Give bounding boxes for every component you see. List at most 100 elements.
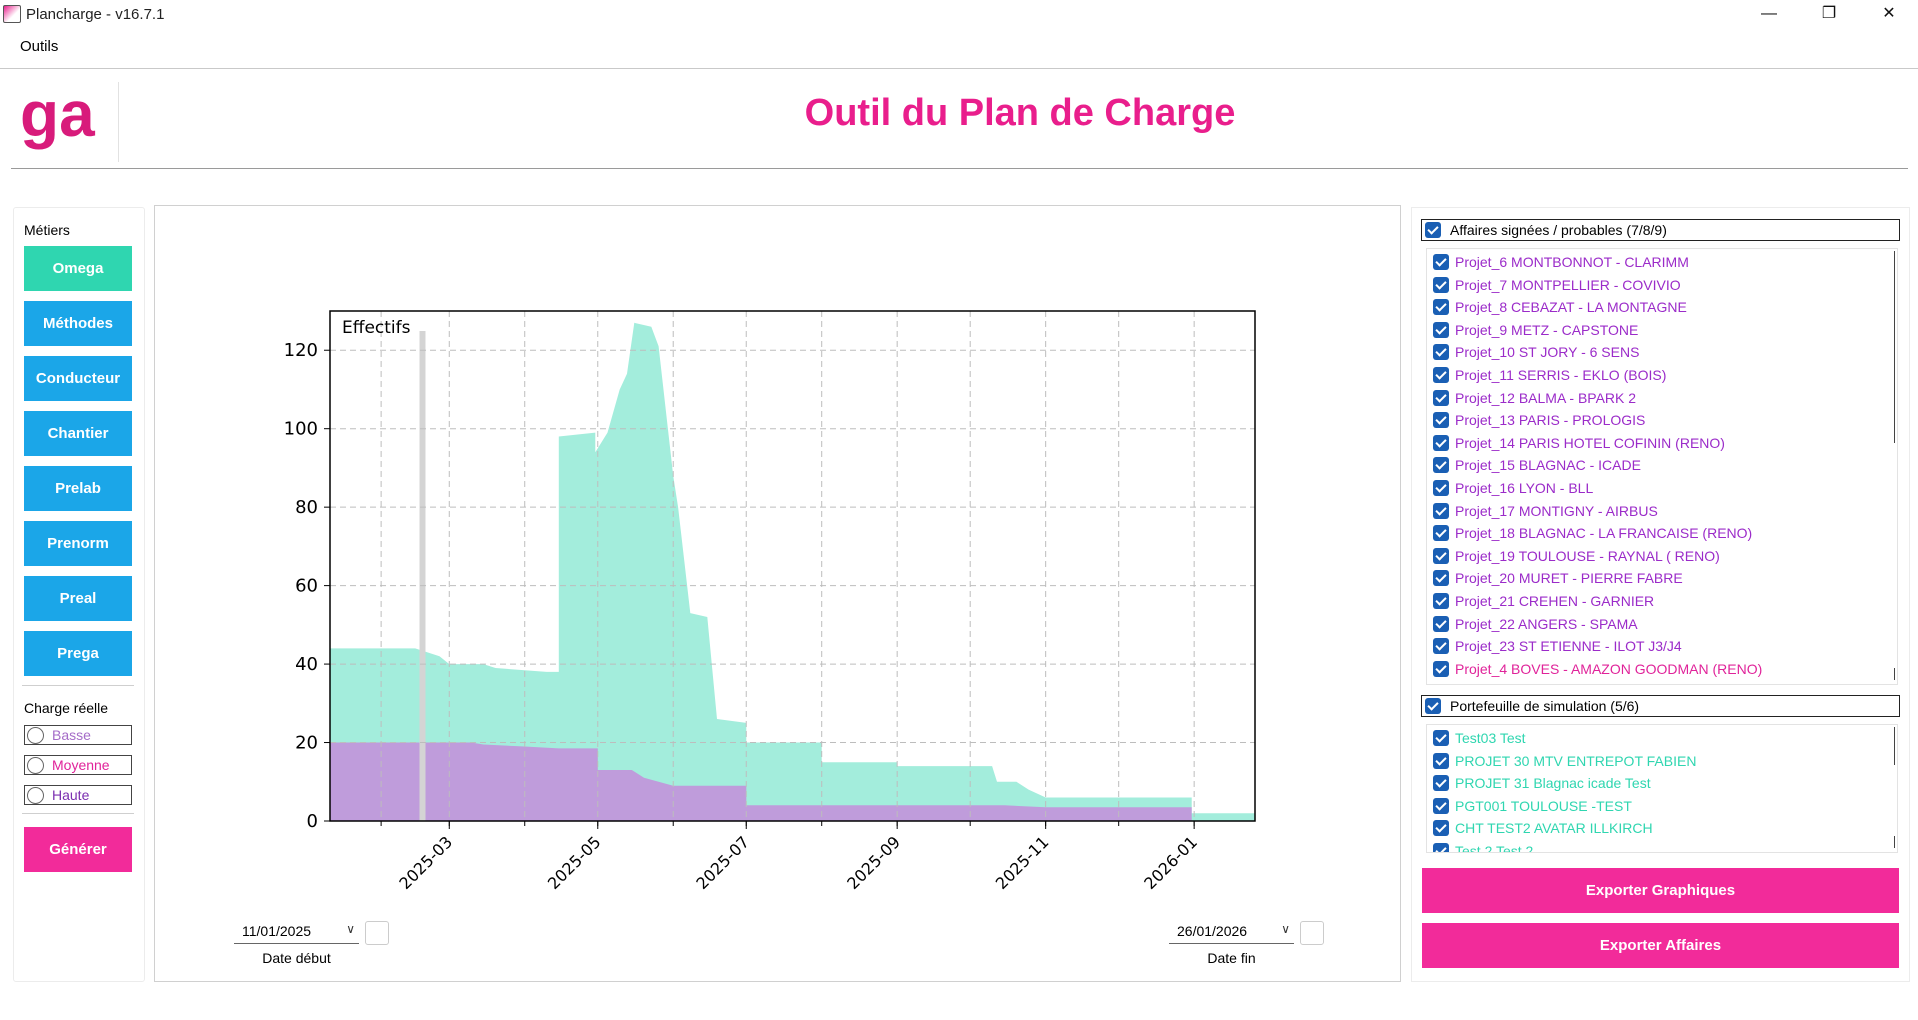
checkbox-checked-icon[interactable] xyxy=(1433,254,1449,270)
area-series-0 xyxy=(330,322,1255,821)
signed-item-label: Projet_15 BLAGNAC - ICADE xyxy=(1455,457,1641,474)
start-date-label: Date début xyxy=(262,950,331,966)
metier-button-chantier[interactable]: Chantier xyxy=(24,411,132,456)
end-date-picker[interactable]: 26/01/2026 ∨ xyxy=(1169,921,1294,944)
checkbox-checked-icon[interactable] xyxy=(1433,276,1449,293)
metier-button-omega[interactable]: Omega xyxy=(24,246,132,291)
checkbox-checked-icon[interactable] xyxy=(1433,660,1449,677)
checkbox-checked-icon[interactable] xyxy=(1433,412,1449,429)
simulation-projects-list[interactable]: Test03 Test PROJET 30 MTV ENTREPOT FABIEN… xyxy=(1426,724,1898,853)
x-tick-label: 2025-07 xyxy=(692,832,753,893)
chevron-down-icon[interactable]: ∨ xyxy=(1281,922,1290,936)
signed-item-label: Projet_11 SERRIS - EKLO (BOIS) xyxy=(1455,367,1667,383)
y-tick-label: 100 xyxy=(284,419,318,440)
metier-button-prelab[interactable]: Prelab xyxy=(24,466,132,511)
x-tick-label: 2025-11 xyxy=(992,832,1053,893)
chevron-down-icon[interactable]: ∨ xyxy=(346,922,355,936)
scrollbar[interactable] xyxy=(1884,251,1895,443)
x-tick-label: 2025-03 xyxy=(395,832,456,893)
x-tick-label: 2026-01 xyxy=(1140,832,1201,893)
scrollbar-end[interactable] xyxy=(1884,836,1895,848)
metier-button-preal[interactable]: Preal xyxy=(24,576,132,621)
export-graphs-button[interactable]: Exporter Graphiques xyxy=(1422,868,1899,913)
radio-circle-icon[interactable] xyxy=(27,727,44,744)
signed-item-label: Projet_16 LYON - BLL xyxy=(1455,480,1594,496)
scrollbar[interactable] xyxy=(1884,727,1895,765)
menu-outils[interactable]: Outils xyxy=(20,38,59,55)
restore-button[interactable]: ❐ xyxy=(1821,5,1837,22)
checkbox-checked-icon[interactable] xyxy=(1433,367,1449,383)
checkbox-checked-icon[interactable] xyxy=(1433,299,1449,316)
chart-title: Effectifs xyxy=(342,318,411,338)
checkbox-checked-icon[interactable] xyxy=(1433,820,1449,837)
signed-projects-list[interactable]: Projet_6 MONTBONNOT - CLARIMM Projet_7 MO… xyxy=(1426,248,1898,685)
checkbox-checked-icon[interactable] xyxy=(1433,547,1449,564)
signed-item-label: Projet_17 MONTIGNY - AIRBUS xyxy=(1455,502,1658,519)
ga-logo: ga xyxy=(20,90,95,150)
signed-group-header[interactable]: Affaires signées / probables (7/8/9) xyxy=(1421,219,1900,241)
checkbox-checked-icon[interactable] xyxy=(1433,570,1449,587)
metier-button-methodes[interactable]: Méthodes xyxy=(24,301,132,346)
chart-panel: 0 20 40 60 80 100 120 2025-03 2025-05 2025-07 2025… xyxy=(154,205,1401,982)
right-panel: Affaires signées / probables (7/8/9) Pro… xyxy=(1411,207,1910,982)
scrollbar-end[interactable] xyxy=(1884,668,1895,680)
checkbox-checked-icon[interactable] xyxy=(1425,222,1441,238)
signed-item-label: Projet_13 PARIS - PROLOGIS xyxy=(1455,412,1646,429)
effectifs-chart: 0 20 40 60 80 100 120 2025-03 2025-05 2025-07 2025… xyxy=(284,310,1256,893)
start-date-calendar-button[interactable] xyxy=(365,921,389,945)
end-date-calendar-button[interactable] xyxy=(1300,921,1324,945)
svg-text:ga: ga xyxy=(20,90,95,150)
checkbox-checked-icon[interactable] xyxy=(1433,344,1449,361)
checkbox-checked-icon[interactable] xyxy=(1433,434,1449,451)
export-affaires-button[interactable]: Exporter Affaires xyxy=(1422,923,1899,968)
sim-item-label: PROJET 30 MTV ENTREPOT FABIEN xyxy=(1455,752,1697,769)
y-tick-label: 120 xyxy=(284,340,318,361)
y-tick-label: 20 xyxy=(295,733,318,754)
checkbox-checked-icon[interactable] xyxy=(1433,843,1449,852)
start-date-picker[interactable]: 11/01/2025 ∨ xyxy=(234,921,359,944)
menu-bar: Outils xyxy=(0,28,1918,69)
checkbox-checked-icon[interactable] xyxy=(1433,752,1449,769)
signed-item-label: Projet_20 MURET - PIERRE FABRE xyxy=(1455,570,1683,587)
radio-circle-icon[interactable] xyxy=(27,787,44,804)
sim-item-label: CHT TEST2 AVATAR ILLKIRCH xyxy=(1455,820,1653,837)
checkbox-checked-icon[interactable] xyxy=(1433,321,1449,338)
sim-item-label: PROJET 31 Blagnac icade Test xyxy=(1455,775,1651,792)
checkbox-checked-icon[interactable] xyxy=(1433,730,1449,746)
checkbox-checked-icon[interactable] xyxy=(1433,775,1449,792)
checkbox-checked-icon[interactable] xyxy=(1433,615,1449,632)
checkbox-checked-icon[interactable] xyxy=(1433,638,1449,655)
generate-button[interactable]: Générer xyxy=(24,827,132,872)
y-tick-label: 0 xyxy=(307,811,318,832)
charge-option-moyenne[interactable]: Moyenne xyxy=(24,755,132,775)
charge-label: Charge réelle xyxy=(24,700,109,716)
end-date-label: Date fin xyxy=(1207,950,1256,966)
close-button[interactable]: ✕ xyxy=(1882,5,1896,22)
signed-item-label: Projet_7 MONTPELLIER - COVIVIO xyxy=(1455,276,1681,293)
charge-option-label: Basse xyxy=(52,727,91,743)
simulation-group-title: Portefeuille de simulation (5/6) xyxy=(1450,698,1640,714)
window-title: Plancharge - v16.7.1 xyxy=(26,6,165,23)
checkbox-checked-icon[interactable] xyxy=(1433,480,1449,496)
checkbox-checked-icon[interactable] xyxy=(1433,593,1449,609)
charge-option-haute[interactable]: Haute xyxy=(24,785,132,805)
metiers-label: Métiers xyxy=(24,222,70,238)
metier-button-prega[interactable]: Prega xyxy=(24,631,132,676)
x-tick-label: 2025-05 xyxy=(544,832,605,893)
charge-option-basse[interactable]: Basse xyxy=(24,725,132,745)
signed-item-label: Projet_10 ST JORY - 6 SENS xyxy=(1455,344,1640,361)
simulation-group-header[interactable]: Portefeuille de simulation (5/6) xyxy=(1421,695,1900,717)
header-divider xyxy=(11,168,1908,169)
checkbox-checked-icon[interactable] xyxy=(1433,525,1449,542)
minimize-button[interactable]: — xyxy=(1761,5,1777,22)
signed-item-label: Projet_21 CREHEN - GARNIER xyxy=(1455,593,1655,609)
metier-button-prenorm[interactable]: Prenorm xyxy=(24,521,132,566)
radio-circle-icon[interactable] xyxy=(27,757,44,774)
checkbox-checked-icon[interactable] xyxy=(1433,502,1449,519)
checkbox-checked-icon[interactable] xyxy=(1425,698,1441,714)
page-title: Outil du Plan de Charge xyxy=(804,92,1236,134)
checkbox-checked-icon[interactable] xyxy=(1433,457,1449,474)
checkbox-checked-icon[interactable] xyxy=(1433,797,1449,814)
checkbox-checked-icon[interactable] xyxy=(1433,389,1449,406)
metier-button-conducteur[interactable]: Conducteur xyxy=(24,356,132,401)
